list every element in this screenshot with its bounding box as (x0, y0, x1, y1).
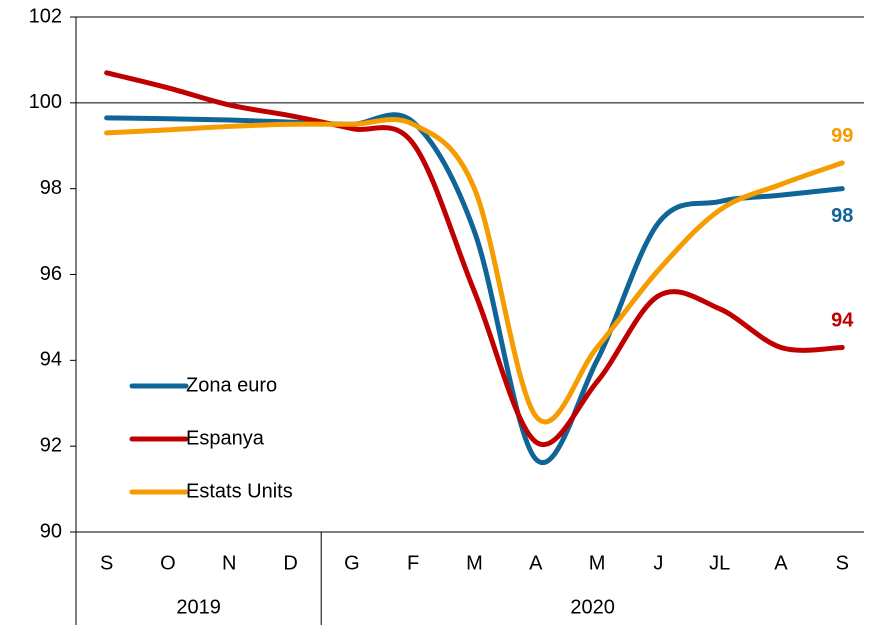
x-tick-label: M (466, 552, 483, 574)
legend-label: Espanya (186, 427, 265, 449)
legend-label: Zona euro (186, 374, 277, 396)
y-tick-label: 94 (40, 349, 62, 371)
x-tick-label: F (407, 552, 419, 574)
y-tick-label: 100 (29, 91, 62, 113)
y-tick-label: 92 (40, 434, 62, 456)
end-label: 99 (831, 125, 853, 147)
y-tick-label: 90 (40, 520, 62, 542)
group-label: 2019 (176, 596, 221, 618)
x-tick-label: D (283, 552, 297, 574)
x-tick-label: M (589, 552, 606, 574)
x-tick-label: G (344, 552, 360, 574)
group-label: 2020 (570, 596, 615, 618)
x-tick-label: A (774, 552, 788, 574)
x-tick-label: J (653, 552, 663, 574)
y-tick-label: 96 (40, 263, 62, 285)
x-tick-label: A (529, 552, 543, 574)
x-tick-label: O (160, 552, 176, 574)
x-tick-label: S (836, 552, 849, 574)
y-tick-label: 98 (40, 177, 62, 199)
end-label: 94 (831, 310, 854, 332)
x-tick-label: JL (709, 552, 730, 574)
y-tick-label: 102 (29, 5, 62, 27)
end-label: 98 (831, 205, 853, 227)
x-tick-label: S (100, 552, 113, 574)
legend-label: Estats Units (186, 480, 293, 502)
series-line (104, 70, 845, 447)
series-line (104, 117, 845, 425)
series-line (104, 112, 845, 465)
x-tick-label: N (222, 552, 236, 574)
